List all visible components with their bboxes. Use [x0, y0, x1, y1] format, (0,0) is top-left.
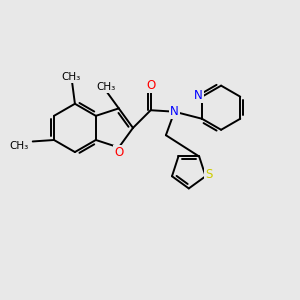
Text: S: S [205, 168, 212, 181]
Text: CH₃: CH₃ [9, 141, 28, 151]
Text: CH₃: CH₃ [97, 82, 116, 92]
Text: O: O [114, 146, 123, 159]
Text: N: N [170, 105, 179, 118]
Text: CH₃: CH₃ [61, 72, 80, 82]
Text: N: N [194, 89, 203, 102]
Text: O: O [146, 79, 155, 92]
